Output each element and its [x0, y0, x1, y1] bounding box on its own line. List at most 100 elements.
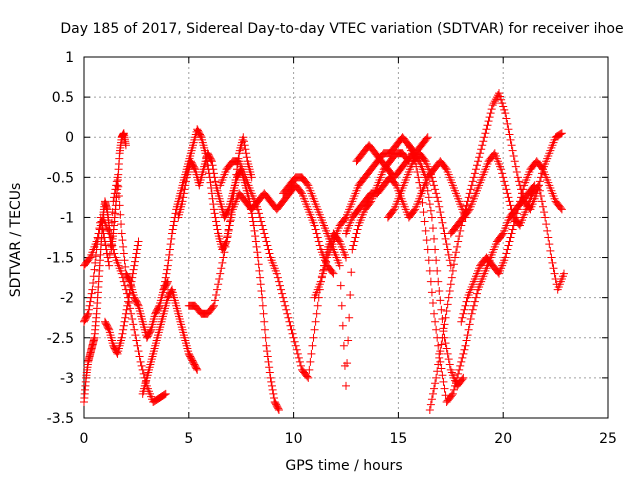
data-point: [454, 369, 463, 378]
data-point: [502, 249, 511, 258]
data-point: [193, 365, 202, 374]
data-point: [261, 233, 270, 242]
data-point: [440, 384, 449, 393]
data-point: [227, 210, 236, 219]
data-point: [427, 213, 436, 222]
data-point: [544, 233, 553, 242]
data-point: [342, 381, 350, 390]
data-point: [503, 119, 512, 128]
data-point: [322, 257, 331, 266]
data-point: [159, 285, 168, 294]
data-point: [267, 377, 276, 386]
data-point: [178, 197, 187, 206]
data-point: [477, 145, 486, 154]
data-point: [163, 265, 172, 274]
data-point: [104, 324, 113, 333]
y-tick-label: 1: [65, 50, 74, 66]
data-point: [84, 305, 93, 314]
data-point: [83, 311, 92, 320]
data-point: [208, 194, 217, 203]
y-axis-label: SDTVAR / TECUs: [8, 183, 24, 298]
data-point: [129, 265, 138, 274]
data-point: [249, 217, 258, 226]
data-point: [292, 345, 301, 354]
data-point: [283, 309, 292, 318]
data-point: [118, 329, 127, 338]
data-point: [210, 209, 219, 218]
data-point: [133, 245, 142, 254]
data-point: [179, 193, 188, 202]
data-point: [506, 201, 515, 210]
data-point: [120, 317, 129, 326]
data-point: [542, 220, 551, 229]
data-point: [501, 109, 510, 118]
data-point: [443, 300, 452, 309]
data-point: [128, 273, 137, 282]
data-point: [507, 141, 516, 150]
data-point: [92, 237, 101, 246]
data-point: [434, 360, 443, 369]
data-point: [212, 221, 221, 230]
y-tick-label: -0.5: [47, 170, 74, 186]
data-point: [455, 365, 464, 374]
data-point: [312, 229, 321, 238]
data-point: [196, 131, 205, 140]
data-point: [211, 177, 220, 186]
data-point: [154, 303, 163, 312]
data-point: [508, 146, 517, 155]
data-point: [220, 248, 229, 257]
data-point: [540, 208, 549, 217]
data-point: [291, 341, 300, 350]
data-point: [119, 277, 128, 286]
data-point: [491, 95, 500, 104]
data-point: [211, 213, 220, 222]
data-point: [192, 364, 201, 373]
data-point: [134, 237, 143, 246]
data-point: [458, 313, 467, 322]
data-point: [267, 381, 276, 390]
data-point: [306, 357, 315, 366]
data-point: [478, 141, 487, 150]
data-point: [347, 268, 356, 277]
data-point: [504, 241, 513, 250]
data-point: [277, 285, 286, 294]
data-point: [420, 217, 429, 226]
data-point: [213, 285, 222, 294]
data-point: [131, 253, 140, 262]
data-point: [537, 163, 546, 172]
data-point: [432, 325, 441, 334]
data-point: [256, 280, 265, 289]
data-point: [425, 405, 434, 414]
data-point: [311, 225, 320, 234]
data-point: [440, 229, 449, 238]
data-point: [209, 205, 218, 214]
data-point: [424, 193, 433, 202]
data-point: [313, 233, 322, 242]
x-tick-label: 15: [389, 431, 407, 447]
data-point: [497, 95, 506, 104]
data-point: [166, 240, 175, 249]
data-point: [454, 237, 463, 246]
data-point: [209, 165, 218, 174]
data-point: [432, 373, 441, 382]
data-point: [505, 197, 514, 206]
data-point: [307, 349, 316, 358]
data-point: [286, 321, 295, 330]
data-point: [422, 134, 431, 143]
data-point: [480, 133, 489, 142]
data-point: [132, 336, 141, 345]
data-point: [518, 189, 527, 198]
data-point: [543, 226, 552, 235]
data-point: [119, 242, 128, 251]
data-point: [512, 209, 521, 218]
data-point: [438, 218, 447, 227]
data-point: [263, 352, 272, 361]
data-point: [316, 277, 325, 286]
data-point: [443, 349, 452, 358]
data-point: [436, 347, 445, 356]
data-point: [445, 286, 454, 295]
data-point: [536, 192, 545, 201]
data-point: [88, 285, 97, 294]
data-point: [444, 355, 453, 364]
data-point: [414, 173, 423, 182]
